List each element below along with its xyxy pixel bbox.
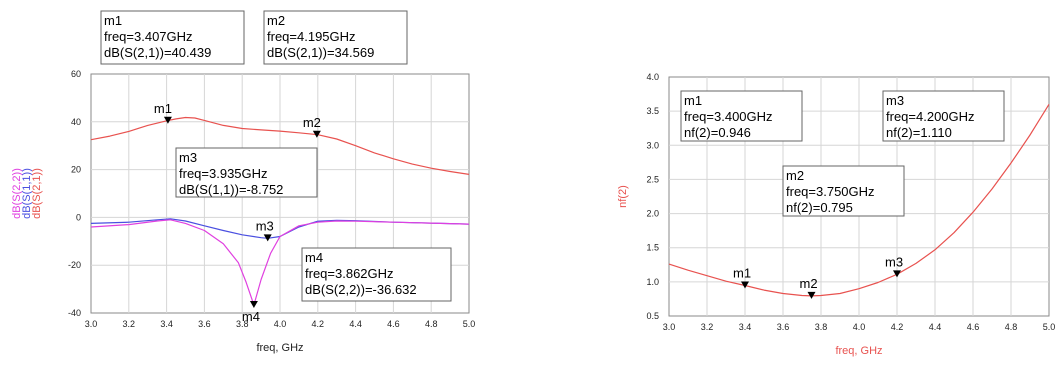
marker-label-m1: m1 — [733, 266, 751, 281]
marker-readout-line: freq=4.200GHz — [886, 109, 975, 124]
marker-readout-line: dB(S(2,2))=-36.632 — [305, 282, 417, 297]
marker-readout-box-m1 — [680, 90, 803, 142]
marker-readout-line: freq=4.195GHz — [267, 29, 356, 44]
y-tick-label: 4.0 — [646, 72, 659, 82]
marker-readout-line: freq=3.750GHz — [786, 184, 875, 199]
marker-readout-line: freq=3.400GHz — [684, 109, 773, 124]
marker-triangle-m1 — [163, 116, 172, 124]
marker-readout-line: nf(2)=1.110 — [886, 125, 952, 140]
series-line-db-s-2-1- — [90, 116, 470, 175]
x-tick-label: 3.4 — [160, 319, 173, 329]
marker-triangle-m1 — [741, 281, 749, 289]
marker-readout-line: m2 — [267, 13, 285, 28]
marker-readout-line: m2 — [786, 168, 804, 183]
marker-readout-line: dB(S(2,1))=40.439 — [104, 45, 211, 60]
marker-label-m4: m4 — [242, 309, 260, 324]
marker-readout-line: m1 — [684, 93, 702, 108]
x-tick-label: 4.6 — [967, 322, 980, 332]
marker-readout-box-m2 — [263, 10, 408, 65]
x-tick-label: 3.2 — [701, 322, 714, 332]
marker-label-m2: m2 — [303, 115, 321, 130]
series-line-nf-2- — [668, 103, 1050, 297]
x-tick-label: 4.0 — [274, 319, 287, 329]
chart-2: 3.0 3.2 3.4 3.6 3.8 4.0 4.2 4.4 4.6 4.8 5.0 4.0 3.5 3… — [617, 72, 1055, 357]
y-tick-label: 1.5 — [646, 243, 659, 253]
y-tick-label: -40 — [68, 308, 81, 318]
series-line-db-s-2-2- — [90, 219, 470, 306]
marker-label-m1: m1 — [154, 101, 172, 116]
x-tick-label: 4.8 — [425, 319, 438, 329]
marker-readout-line: nf(2)=0.795 — [786, 200, 853, 215]
y-tick-label: -20 — [68, 260, 81, 270]
x-tick-label: 3.8 — [236, 319, 249, 329]
marker-readout-line: m3 — [179, 150, 197, 165]
marker-triangle-m4 — [249, 300, 258, 308]
y-tick-label: 20 — [71, 165, 81, 175]
x-tick-label: 3.8 — [815, 322, 828, 332]
x-tick-label: 5.0 — [1043, 322, 1056, 332]
marker-readout-line: nf(2)=0.946 — [684, 125, 751, 140]
x-tick-label: 3.0 — [85, 319, 98, 329]
y-tick-label: 0 — [76, 212, 81, 222]
x-tick-label: 4.0 — [853, 322, 866, 332]
marker-readout-box-m3 — [175, 147, 318, 198]
x-axis-label: freq, GHz — [835, 345, 882, 357]
x-tick-label: 3.6 — [198, 319, 211, 329]
y-axis-label: dB(S(1,1)) — [21, 168, 33, 219]
x-axis-label: freq, GHz — [256, 342, 303, 354]
marker-readout-box-m1 — [100, 10, 245, 65]
marker-label-m3: m3 — [256, 218, 274, 233]
chart-1: 3.0 3.2 3.4 3.6 3.8 4.0 4.2 4.4 4.6 4.8 5.0 60 40 20 0… — [11, 10, 476, 354]
y-tick-label: 1.0 — [646, 277, 659, 287]
y-tick-label: 3.0 — [646, 140, 659, 150]
y-tick-label: 2.5 — [646, 174, 659, 184]
y-tick-label: 40 — [71, 117, 81, 127]
y-tick-label: 0.5 — [646, 311, 659, 321]
marker-triangle-m3 — [263, 234, 272, 242]
marker-triangle-m3 — [893, 270, 901, 278]
y-tick-label: 3.5 — [646, 106, 659, 116]
x-tick-label: 3.6 — [777, 322, 790, 332]
x-tick-label: 4.2 — [312, 319, 325, 329]
marker-readout-box-m4 — [301, 247, 452, 302]
marker-label-m2: m2 — [800, 276, 818, 291]
x-tick-label: 3.2 — [123, 319, 136, 329]
marker-readout-line: m4 — [305, 250, 323, 265]
x-tick-label: 3.0 — [663, 322, 676, 332]
marker-triangle-m2 — [312, 130, 321, 138]
marker-readout-line: freq=3.935GHz — [179, 166, 268, 181]
y-axis-label: nf(2) — [617, 185, 629, 208]
y-axis-label: dB(S(2,2)) — [11, 168, 23, 219]
y-axis-label: dB(S(2,1)) — [31, 168, 43, 219]
x-tick-label: 4.8 — [1005, 322, 1018, 332]
marker-readout-box-m3 — [882, 90, 1005, 142]
marker-readout-box-m2 — [782, 165, 905, 217]
y-tick-label: 2.0 — [646, 209, 659, 219]
x-tick-label: 3.4 — [739, 322, 752, 332]
marker-readout-line: dB(S(1,1))=-8.752 — [179, 182, 283, 197]
x-tick-label: 4.2 — [891, 322, 904, 332]
x-tick-label: 5.0 — [463, 319, 476, 329]
x-tick-label: 4.6 — [387, 319, 400, 329]
marker-readout-line: dB(S(2,1))=34.569 — [267, 45, 374, 60]
marker-triangle-m2 — [807, 291, 816, 299]
x-tick-label: 4.4 — [929, 322, 942, 332]
marker-readout-line: freq=3.862GHz — [305, 266, 394, 281]
marker-readout-line: freq=3.407GHz — [104, 29, 193, 44]
marker-readout-line: m3 — [886, 93, 904, 108]
y-tick-label: 60 — [71, 69, 81, 79]
x-tick-label: 4.4 — [349, 319, 362, 329]
marker-label-m3: m3 — [885, 254, 903, 269]
marker-readout-line: m1 — [104, 13, 122, 28]
